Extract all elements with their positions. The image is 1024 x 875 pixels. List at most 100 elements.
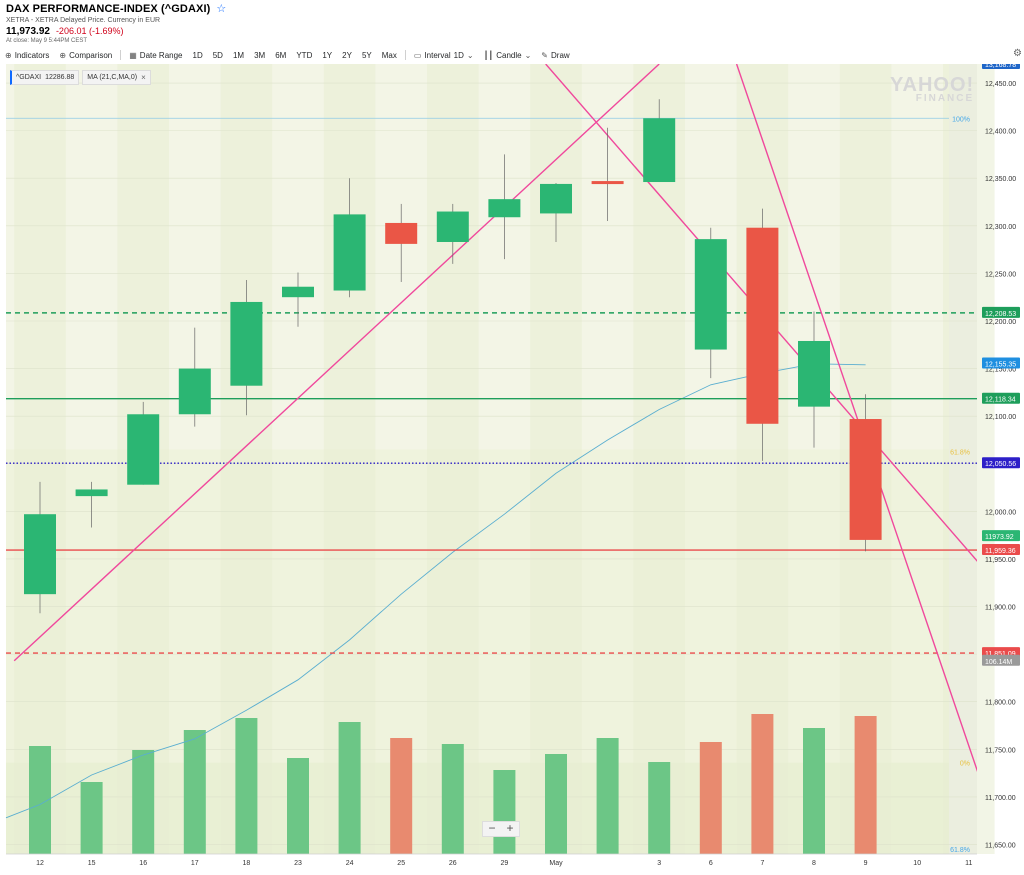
x-tick-label: 3 — [657, 860, 661, 867]
range-2y[interactable]: 2Y — [342, 50, 352, 60]
zoom-out-button[interactable]: − — [488, 821, 496, 835]
y-tick-label: 12,100.00 — [985, 414, 1016, 421]
ma-chip-label: MA (21,C,MA,0) — [87, 74, 138, 81]
volume-bar — [80, 782, 103, 854]
fib-label: 61.8% — [950, 847, 970, 854]
volume-bar — [648, 762, 671, 854]
x-tick-label: 25 — [397, 860, 405, 867]
candle-up — [127, 414, 160, 485]
price-tag-text: 13,168.78 — [985, 64, 1016, 69]
range-6m[interactable]: 6M — [275, 50, 287, 60]
volume-bar — [803, 728, 825, 854]
indicators-label: Indicators — [14, 50, 50, 60]
candle-up — [24, 514, 56, 595]
date-range-button[interactable]: ▦ Date Range — [124, 51, 187, 60]
candle-up — [488, 199, 521, 218]
x-tick-label: 23 — [294, 860, 302, 867]
x-tick-label: 8 — [812, 860, 816, 867]
level-tag — [982, 544, 1020, 556]
last-price: 11,973.92 — [6, 26, 50, 37]
symbol-chip-value: 12286.88 — [45, 74, 75, 81]
price-tag-text: 12,155.35 — [985, 361, 1016, 368]
price-change: -206.01 (-1.69%) — [55, 26, 124, 36]
volume-bar — [29, 746, 51, 854]
fib-label: 61.8% — [950, 449, 970, 456]
x-tick-label: May — [549, 860, 563, 867]
zoom-in-button[interactable]: + — [506, 821, 514, 835]
interval-button[interactable]: ▭ Interval 1D ⌄ — [409, 51, 479, 60]
y-tick-label: 11,900.00 — [985, 605, 1016, 612]
y-tick-label: 12,150.00 — [985, 367, 1016, 374]
interval-label: Interval — [424, 50, 451, 60]
range-1y[interactable]: 1Y — [322, 50, 333, 60]
page-title: DAX PERFORMANCE-INDEX (^GDAXI) — [6, 2, 211, 15]
plus-circle-icon: ⊕ — [5, 50, 12, 60]
candle-up — [798, 340, 830, 407]
volume-bar — [751, 714, 774, 854]
range-1d[interactable]: 1D — [192, 50, 203, 60]
y-tick-label: 12,450.00 — [985, 81, 1016, 88]
candle-up — [540, 183, 572, 214]
y-tick-label: 11,750.00 — [985, 747, 1016, 754]
close-icon[interactable]: × — [141, 73, 146, 82]
comparison-label: Comparison — [69, 50, 113, 60]
volume-bar — [441, 744, 464, 854]
star-icon[interactable]: ☆ — [216, 3, 227, 15]
volume-bar — [235, 718, 258, 854]
price-tag — [982, 357, 1020, 369]
chart-area[interactable]: 11,650.00 11,700.00 11,750.00 11,800.00 11,8… — [0, 58, 1024, 875]
volume-bar — [854, 716, 877, 854]
candle-up — [436, 211, 469, 242]
zoom-control: − + — [482, 821, 520, 837]
comparison-button[interactable]: ⊕ Comparison — [54, 51, 117, 60]
range-1m[interactable]: 1M — [232, 50, 245, 60]
candle-button[interactable]: ┃┃ Candle ⌄ — [479, 51, 537, 60]
exchange-subtitle: XETRA - XETRA Delayed Price. Currency in… — [6, 17, 161, 24]
range-5y[interactable]: 5Y — [361, 50, 372, 60]
trendline — [13, 64, 660, 662]
x-tick-label: 6 — [709, 860, 713, 867]
date-range-label: Date Range — [139, 50, 183, 60]
range-ytd[interactable]: YTD — [296, 50, 313, 60]
x-tick-label: 12 — [36, 860, 44, 867]
level-tag — [982, 392, 1020, 404]
ma-chip[interactable]: MA (21,C,MA,0) × — [82, 70, 151, 85]
volume-bar — [287, 758, 309, 854]
indicators-button[interactable]: ⊕ Indicators — [0, 51, 54, 60]
pencil-icon: ✎ — [541, 50, 548, 60]
candle-up — [178, 368, 211, 415]
column-stripe — [14, 64, 66, 854]
volume-bar — [338, 722, 361, 854]
y-tick-label: 12,250.00 — [985, 271, 1016, 278]
level-tag-text: 12,118.34 — [985, 397, 1016, 404]
range-max[interactable]: Max — [381, 50, 397, 60]
x-tick-label: 15 — [88, 860, 96, 867]
x-tick-label: 11 — [965, 860, 972, 867]
range-3m[interactable]: 3M — [254, 50, 266, 60]
y-tick-label: 11,950.00 — [985, 557, 1016, 564]
y-tick-label: 12,000.00 — [985, 509, 1016, 516]
candle-down — [591, 181, 624, 185]
x-tick-label: 10 — [913, 860, 921, 867]
fib-label: 0% — [960, 761, 970, 768]
x-tick-label: 16 — [139, 860, 147, 867]
symbol-chip[interactable]: ^GDAXI 12286.88 — [10, 70, 80, 85]
volume-bar — [493, 770, 516, 854]
close-timestamp: At close: May 9 5:44PM CEST — [6, 38, 88, 44]
candle-up — [230, 301, 263, 386]
candle-down — [849, 419, 882, 540]
moving-average-line — [5, 363, 866, 819]
toolbar-divider — [120, 50, 122, 60]
y-tick-label: 11,800.00 — [985, 700, 1016, 707]
y-tick-label: 11,700.00 — [985, 795, 1016, 802]
range-5d[interactable]: 5D — [212, 50, 223, 60]
candle-up — [282, 286, 314, 298]
plus-circle-icon: ⊕ — [59, 50, 67, 60]
x-tick-label: 18 — [243, 860, 251, 867]
gear-icon[interactable]: ⚙ — [1013, 48, 1022, 59]
x-tick-label: 9 — [864, 860, 868, 867]
candle-up — [75, 489, 108, 497]
draw-button[interactable]: ✎ Draw — [536, 51, 574, 60]
chevron-down-icon: ⌄ — [466, 50, 474, 60]
yahoo-finance-watermark: YAHOO! FINANCE — [890, 74, 975, 104]
